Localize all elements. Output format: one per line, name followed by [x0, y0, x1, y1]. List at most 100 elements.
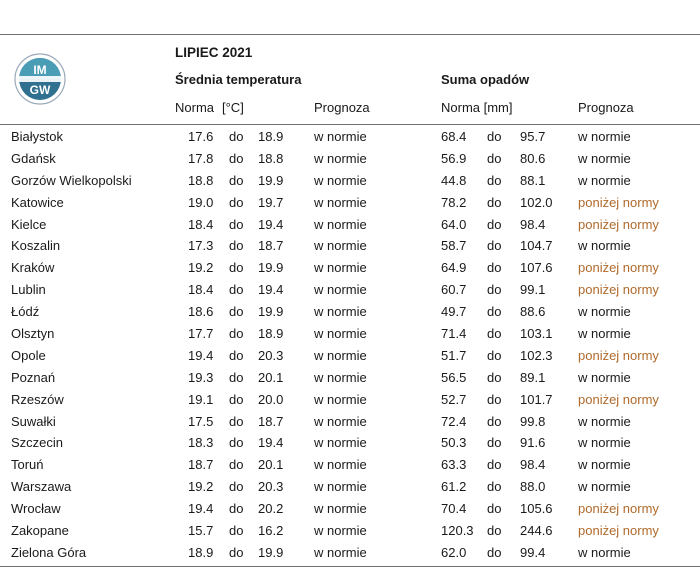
- precipitation-range-separator: do: [487, 413, 502, 429]
- precipitation-forecast: w normie: [578, 304, 631, 320]
- precipitation-forecast: poniżej normy: [578, 194, 659, 210]
- temperature-forecast: w normie: [314, 172, 367, 188]
- temperature-norm-max: 19.9: [258, 304, 284, 320]
- table-row: Białystok 17.6 do 18.9 w normie 68.4 do 95.7 w n…: [0, 126, 700, 148]
- city-name: Poznań: [11, 369, 56, 385]
- precipitation-range-separator: do: [487, 282, 502, 298]
- precipitation-norm-max: 102.3: [520, 347, 553, 363]
- precipitation-forecast: poniżej normy: [578, 347, 659, 363]
- table-row: Gorzów Wielkopolski 18.8 do 19.9 w normie 44.…: [0, 170, 700, 192]
- city-name: Suwałki: [11, 413, 56, 429]
- precipitation-section-heading: Suma opadów: [441, 72, 530, 87]
- temperature-forecast: w normie: [314, 282, 367, 298]
- temperature-forecast: w normie: [314, 391, 367, 407]
- precipitation-range-separator: do: [487, 216, 502, 232]
- city-name: Koszalin: [11, 238, 61, 254]
- city-name: Kraków: [11, 260, 55, 276]
- precipitation-forecast: w normie: [578, 150, 631, 166]
- page-title: LIPIEC 2021: [175, 45, 253, 60]
- precipitation-forecast: w normie: [578, 435, 631, 451]
- precipitation-norm-max: 95.7: [520, 129, 546, 144]
- temperature-range-separator: do: [229, 150, 244, 166]
- temperature-range-separator: do: [229, 304, 244, 320]
- precipitation-norm-max: 89.1: [520, 369, 546, 385]
- city-name: Białystok: [11, 129, 64, 144]
- precipitation-forecast: w normie: [578, 129, 631, 144]
- city-name: Łódź: [11, 304, 40, 320]
- precipitation-norm-min: 63.3: [441, 457, 467, 473]
- precipitation-range-separator: do: [487, 457, 502, 473]
- precipitation-norm-label: Norma [mm]: [441, 100, 513, 115]
- temperature-norm-min: 19.2: [188, 260, 214, 276]
- temperature-norm-max: 20.0: [258, 391, 284, 407]
- table-row: Opole 19.4 do 20.3 w normie 51.7 do 102.3 poniże…: [0, 345, 700, 367]
- temperature-norm-max: 18.8: [258, 150, 284, 166]
- temperature-range-separator: do: [229, 391, 244, 407]
- precipitation-forecast: w normie: [578, 457, 631, 473]
- temperature-norm-min: 19.4: [188, 501, 214, 517]
- temperature-norm-min: 18.3: [188, 435, 214, 451]
- temperature-norm-max: 19.9: [258, 544, 284, 560]
- temperature-norm-min: 15.7: [188, 523, 214, 539]
- temperature-section-heading: Średnia temperatura: [175, 72, 302, 87]
- table-row: Szczecin 18.3 do 19.4 w normie 50.3 do 91.6 w no…: [0, 432, 700, 454]
- header-divider: [0, 124, 700, 125]
- temperature-norm-max: 20.1: [258, 369, 284, 385]
- temperature-forecast: w normie: [314, 238, 367, 254]
- temperature-norm-min: 19.1: [188, 391, 214, 407]
- precipitation-norm-max: 101.7: [520, 391, 553, 407]
- precipitation-forecast: w normie: [578, 172, 631, 188]
- city-name: Zielona Góra: [11, 544, 87, 560]
- precipitation-norm-min: 56.9: [441, 150, 467, 166]
- temperature-norm-min: 19.3: [188, 369, 214, 385]
- forecast-table: Białystok 17.6 do 18.9 w normie 68.4 do 95.7 w n…: [0, 126, 700, 564]
- precipitation-norm-min: 44.8: [441, 172, 467, 188]
- logo-text-bottom: GW: [30, 83, 51, 97]
- precipitation-forecast: poniżej normy: [578, 391, 659, 407]
- precipitation-forecast-header: Prognoza: [578, 100, 634, 115]
- precipitation-norm-min: 72.4: [441, 413, 467, 429]
- temperature-forecast: w normie: [314, 129, 367, 144]
- temperature-forecast: w normie: [314, 150, 367, 166]
- temperature-forecast: w normie: [314, 479, 367, 495]
- city-name: Olsztyn: [11, 326, 55, 342]
- city-name: Gdańsk: [11, 150, 56, 166]
- precipitation-range-separator: do: [487, 326, 502, 342]
- temperature-norm-max: 18.7: [258, 413, 284, 429]
- table-row: Łódź 18.6 do 19.9 w normie 49.7 do 88.6 w normie: [0, 301, 700, 323]
- precipitation-norm-max: 99.4: [520, 544, 546, 560]
- precipitation-range-separator: do: [487, 172, 502, 188]
- temperature-norm-max: 18.7: [258, 238, 284, 254]
- precipitation-norm-max: 91.6: [520, 435, 546, 451]
- precipitation-forecast: w normie: [578, 479, 631, 495]
- precipitation-forecast: poniżej normy: [578, 260, 659, 276]
- temperature-range-separator: do: [229, 435, 244, 451]
- precipitation-norm-min: 52.7: [441, 391, 467, 407]
- precipitation-norm-min: 56.5: [441, 369, 467, 385]
- bottom-rule: [0, 566, 700, 567]
- temperature-norm-max: 19.4: [258, 435, 284, 451]
- city-name: Toruń: [11, 457, 44, 473]
- precipitation-norm-min: 51.7: [441, 347, 467, 363]
- temperature-forecast: w normie: [314, 523, 367, 539]
- temperature-norm-label: Norma: [175, 100, 215, 115]
- precipitation-norm-min: 61.2: [441, 479, 467, 495]
- precipitation-norm-max: 88.6: [520, 304, 546, 320]
- city-name: Wrocław: [11, 501, 61, 517]
- precipitation-norm-min: 68.4: [441, 129, 467, 144]
- precipitation-norm-max: 98.4: [520, 457, 546, 473]
- temperature-norm-max: 20.3: [258, 347, 284, 363]
- temperature-norm-min: 18.6: [188, 304, 214, 320]
- temperature-range-separator: do: [229, 544, 244, 560]
- precipitation-range-separator: do: [487, 523, 502, 539]
- precipitation-forecast: w normie: [578, 238, 631, 254]
- temperature-norm-max: 16.2: [258, 523, 284, 539]
- precipitation-norm-min: 120.3: [441, 523, 474, 539]
- precipitation-range-separator: do: [487, 369, 502, 385]
- temperature-range-separator: do: [229, 216, 244, 232]
- temperature-range-separator: do: [229, 194, 244, 210]
- temperature-norm-max: 18.9: [258, 129, 284, 144]
- precipitation-forecast: poniżej normy: [578, 523, 659, 539]
- temperature-norm-min: 19.2: [188, 479, 214, 495]
- temperature-norm-min: 19.4: [188, 347, 214, 363]
